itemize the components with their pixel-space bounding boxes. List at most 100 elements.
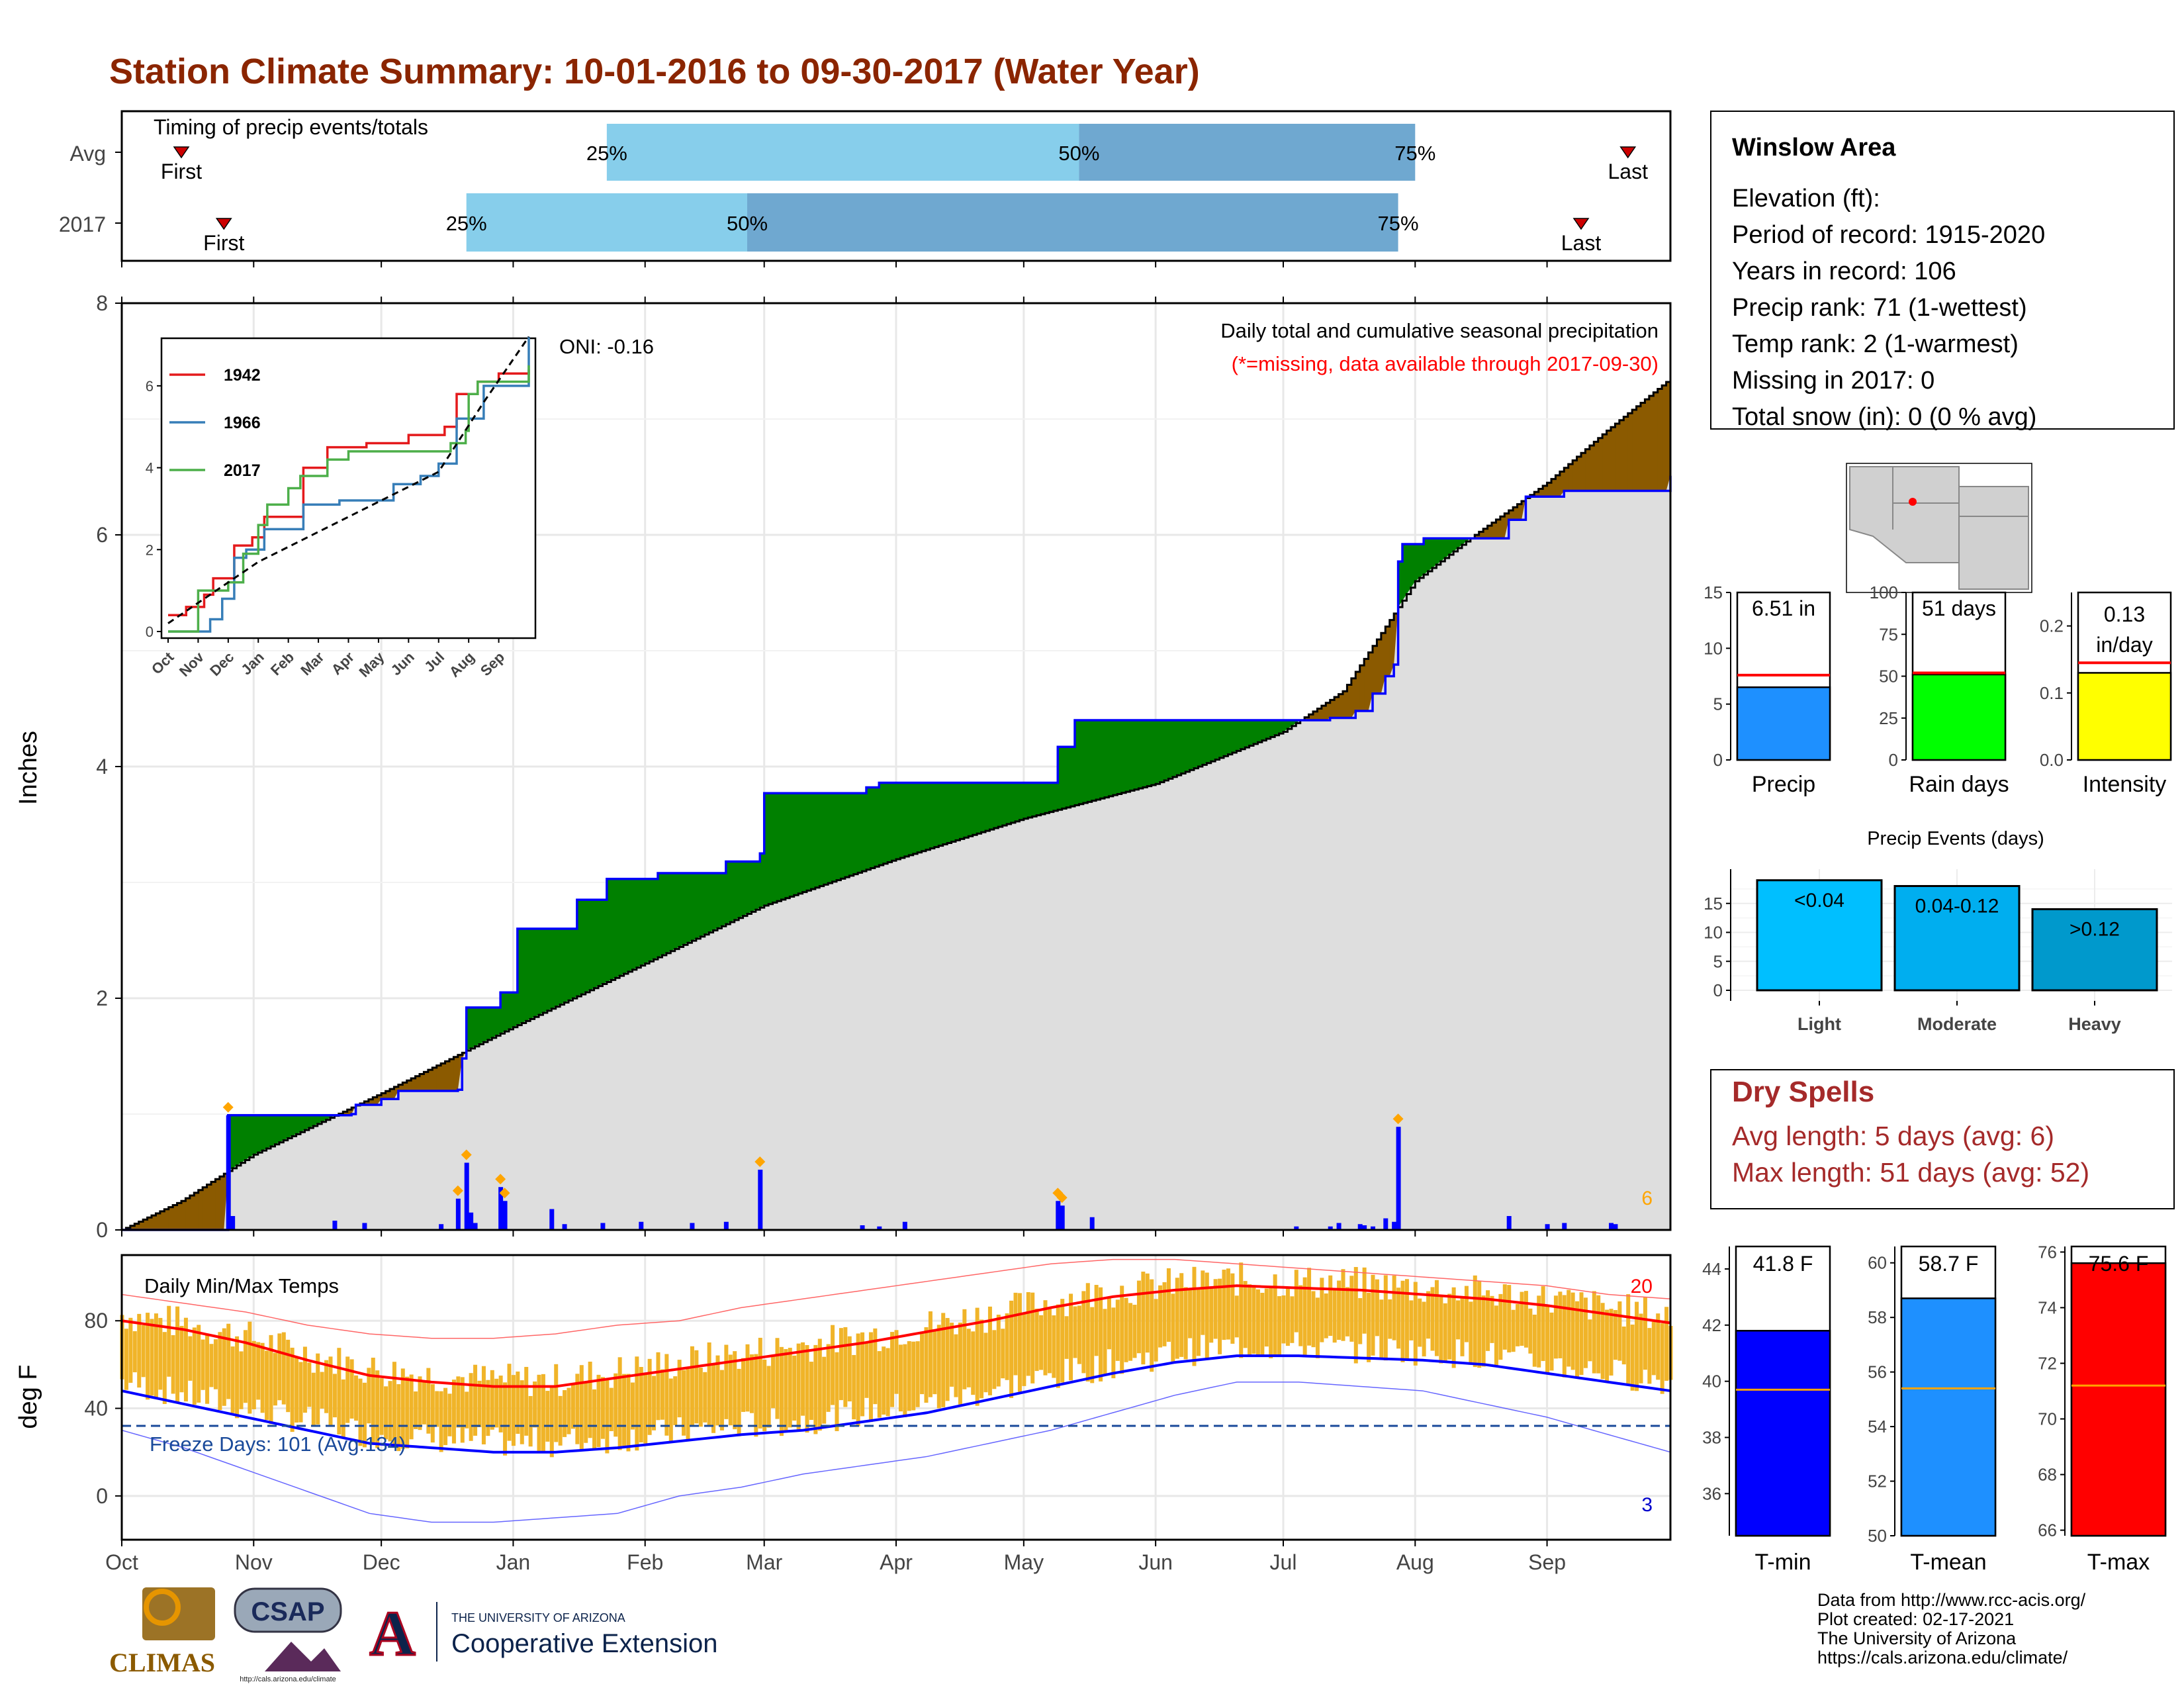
daily-temp-bar <box>852 1354 856 1420</box>
daily-temp-bar <box>1192 1266 1197 1366</box>
precip-diff-segment <box>304 1115 310 1131</box>
precip-diff-segment <box>275 1115 280 1145</box>
daily-temp-bar <box>1545 1306 1550 1375</box>
daily-temp-bar <box>405 1376 410 1448</box>
precip-diff-segment <box>560 929 565 1005</box>
daily-temp-bar <box>1230 1273 1235 1344</box>
precip-diff-segment <box>844 793 850 878</box>
precip-diff-segment <box>509 992 514 1029</box>
daily-temp-bar <box>537 1374 541 1454</box>
precip-diff-segment <box>777 793 782 902</box>
last-label: Last <box>1561 231 1602 255</box>
ua-small-text: THE UNIVERSITY OF ARIZONA <box>451 1611 625 1624</box>
daily-precip-bar <box>1362 1225 1367 1230</box>
daily-temp-bar <box>1494 1305 1498 1366</box>
precip-diff-segment <box>394 1086 399 1100</box>
daily-precip-bar <box>464 1162 469 1230</box>
precip-diff-segment <box>653 878 659 960</box>
precip-diff-segment <box>1304 717 1310 720</box>
precip-diff-segment <box>968 782 974 837</box>
x-tick-label: Jan <box>496 1550 531 1574</box>
inset-legend: 1942 1966 2017 <box>169 366 261 480</box>
daily-temp-bar <box>124 1329 128 1390</box>
daily-temp-bar <box>295 1356 299 1423</box>
precip-diff-segment <box>1440 538 1445 561</box>
precip-diff-segment <box>636 878 641 968</box>
precip-diff-segment <box>1066 747 1071 808</box>
summary-bar-rain_days <box>1911 673 2007 761</box>
precip-diff-segment <box>1338 694 1343 718</box>
daily-temp-bar <box>520 1380 524 1444</box>
daily-temp-bar <box>1409 1300 1414 1340</box>
daily-precip-bar <box>600 1223 606 1230</box>
daily-temp-bar <box>1136 1280 1141 1354</box>
daily-temp-bar <box>456 1376 461 1428</box>
daily-temp-bar <box>600 1377 605 1439</box>
daily-precip-bar <box>1294 1226 1299 1230</box>
ua-logo-block <box>363 1599 422 1660</box>
daily-precip-bar <box>562 1224 567 1230</box>
precip-diff-segment <box>1091 720 1097 801</box>
dry-spells-avg: Avg length: 5 days (avg: 6) <box>1732 1121 2054 1151</box>
precip-diff-segment <box>896 782 901 859</box>
page-title: Station Climate Summary: 10-01-2016 to 0… <box>109 52 1200 91</box>
precip-diff-segment <box>1049 782 1054 812</box>
precip-diff-segment <box>942 782 948 845</box>
precip-diff-segment <box>862 793 867 872</box>
precip-diff-segment <box>257 1115 263 1153</box>
precip-diff-segment <box>1462 538 1467 545</box>
precip-diff-segment <box>390 1089 395 1100</box>
precip-diff-segment <box>1126 720 1131 792</box>
precip-diff-segment <box>666 873 671 953</box>
precip-diff-segment <box>551 929 557 1009</box>
daily-precip-bar <box>226 1115 231 1230</box>
daily-temp-bar <box>1613 1310 1617 1360</box>
daily-temp-bar <box>1605 1309 1610 1383</box>
daily-temp-bar <box>924 1327 929 1403</box>
precip-diff-segment <box>219 1176 224 1230</box>
x-tick-label: Aug <box>1396 1550 1434 1574</box>
daily-temp-bar <box>1201 1270 1205 1335</box>
daily-temp-bar <box>481 1366 486 1444</box>
daily-temp-bar <box>1588 1319 1592 1362</box>
temp-summary-label: T-max <box>2087 1550 2150 1575</box>
precip-diff-segment <box>692 873 697 941</box>
daily-temp-bar <box>954 1334 958 1397</box>
daily-precip-bar <box>690 1223 695 1230</box>
precip-diff-segment <box>1011 782 1016 823</box>
x-tick-label: Nov <box>235 1550 273 1574</box>
inset-ytick-label: 4 <box>146 460 154 477</box>
last-marker <box>1619 146 1637 159</box>
precip-diff-segment <box>1453 538 1459 551</box>
precip-diff-segment <box>1432 538 1437 568</box>
daily-temp-bar <box>281 1332 286 1405</box>
daily-temp-bar <box>362 1382 367 1448</box>
precip-diff-segment <box>1015 782 1021 821</box>
temp-summary-label: T-min <box>1755 1550 1811 1575</box>
precip-diff-segment <box>168 1207 173 1230</box>
daily-temp-bar <box>1583 1297 1588 1368</box>
daily-temp-bar <box>847 1336 852 1402</box>
daily-temp-bar <box>1439 1297 1443 1364</box>
summary-ytick-label: 75 <box>1879 624 1898 644</box>
precip-diff-segment <box>849 793 854 876</box>
precip-diff-segment <box>1040 782 1046 814</box>
precip-diff-segment <box>1389 620 1394 677</box>
precip-diff-segment <box>870 787 876 868</box>
precip-corner-value: 6 <box>1641 1188 1653 1209</box>
daily-temp-bar <box>1528 1308 1533 1354</box>
daily-precip-bar <box>1060 1205 1065 1230</box>
station-line: Elevation (ft): <box>1732 185 1880 212</box>
timing-bar-50-75 <box>1079 124 1416 181</box>
temp-summary-ytick-label: 72 <box>2038 1353 2057 1373</box>
daily-temp-bar <box>1281 1295 1286 1344</box>
precip-diff-segment <box>1449 538 1454 555</box>
dry-spells-title: Dry Spells <box>1732 1076 1874 1108</box>
precip-diff-segment <box>1117 720 1122 794</box>
daily-temp-bar <box>1026 1291 1030 1376</box>
first-label: First <box>203 231 244 255</box>
precip-diff-segment <box>1240 720 1246 749</box>
precip-diff-segment <box>798 793 803 894</box>
daily-temp-bar <box>316 1353 320 1425</box>
daily-temp-bar <box>1081 1291 1086 1374</box>
